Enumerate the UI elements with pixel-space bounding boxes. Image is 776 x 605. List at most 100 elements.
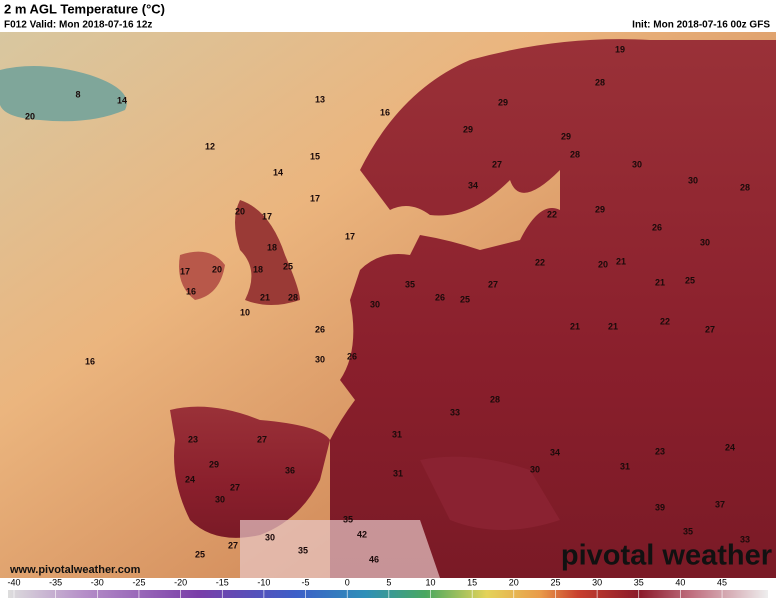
temperature-label: 8 bbox=[75, 89, 80, 99]
temperature-label: 23 bbox=[655, 446, 665, 456]
temperature-label: 33 bbox=[740, 534, 750, 544]
temperature-label: 17 bbox=[180, 266, 190, 276]
temperature-label: 27 bbox=[230, 482, 240, 492]
iberia bbox=[170, 406, 330, 538]
colorbar-tick-label: 45 bbox=[717, 577, 727, 587]
temperature-label: 16 bbox=[380, 107, 390, 117]
med-sea bbox=[420, 456, 560, 530]
temperature-label: 20 bbox=[25, 111, 35, 121]
temperature-label: 12 bbox=[205, 141, 215, 151]
colorbar-tick-label: 0 bbox=[345, 577, 350, 587]
temperature-label: 37 bbox=[715, 499, 725, 509]
temperature-label: 24 bbox=[725, 442, 735, 452]
iceland bbox=[0, 66, 127, 122]
temperature-label: 21 bbox=[260, 292, 270, 302]
temperature-label: 27 bbox=[488, 279, 498, 289]
title: 2 m AGL Temperature (°C) bbox=[4, 1, 165, 16]
temperature-label: 17 bbox=[310, 193, 320, 203]
temperature-label: 23 bbox=[188, 434, 198, 444]
colorbar-tick-label: -5 bbox=[302, 577, 310, 587]
temperature-label: 21 bbox=[570, 321, 580, 331]
temperature-label: 35 bbox=[683, 526, 693, 536]
temperature-label: 34 bbox=[550, 447, 560, 457]
temperature-label: 28 bbox=[490, 394, 500, 404]
temperature-label: 29 bbox=[561, 131, 571, 141]
temperature-label: 19 bbox=[615, 44, 625, 54]
temperature-label: 27 bbox=[492, 159, 502, 169]
temperature-label: 35 bbox=[298, 545, 308, 555]
temperature-label: 30 bbox=[315, 354, 325, 364]
temperature-label: 42 bbox=[357, 529, 367, 539]
temperature-label: 29 bbox=[209, 459, 219, 469]
temperature-label: 30 bbox=[700, 237, 710, 247]
temperature-label: 17 bbox=[262, 211, 272, 221]
colorbar-tick-label: -25 bbox=[132, 577, 145, 587]
temperature-label: 27 bbox=[228, 540, 238, 550]
colorbar-tick-label: 30 bbox=[592, 577, 602, 587]
continent bbox=[330, 39, 776, 578]
temperature-label: 29 bbox=[595, 204, 605, 214]
temperature-label: 30 bbox=[632, 159, 642, 169]
temperature-label: 25 bbox=[283, 261, 293, 271]
colorbar-tick-label: 40 bbox=[675, 577, 685, 587]
temperature-label: 30 bbox=[265, 532, 275, 542]
temperature-label: 16 bbox=[85, 356, 95, 366]
britain bbox=[235, 200, 300, 305]
temperature-label: 15 bbox=[310, 151, 320, 161]
temperature-label: 31 bbox=[620, 461, 630, 471]
temperature-label: 39 bbox=[655, 502, 665, 512]
colorbar-ticks: -40 -35 -30 -25 -20 -15 -10 -5 0 5 10 15 20 25 30 35 40 4… bbox=[7, 577, 727, 598]
valid-time: F012 Valid: Mon 2018-07-16 12z bbox=[4, 20, 152, 31]
temperature-label: 21 bbox=[655, 277, 665, 287]
temperature-label: 25 bbox=[460, 294, 470, 304]
brand: pivotal weather bbox=[561, 540, 772, 572]
colorbar-tick-label: 15 bbox=[467, 577, 477, 587]
temperature-label: 26 bbox=[315, 324, 325, 334]
temperature-label: 27 bbox=[257, 434, 267, 444]
temperature-labels: 20 8 14 13 16 12 15 14 17 17 16 20 17 18 17 20 16 10 18 21 2… bbox=[25, 44, 750, 564]
temperature-label: 20 bbox=[212, 264, 222, 274]
temperature-label: 46 bbox=[369, 554, 379, 564]
temperature-label: 13 bbox=[315, 94, 325, 104]
temperature-label: 36 bbox=[285, 465, 295, 475]
temperature-label: 20 bbox=[235, 206, 245, 216]
temperature-label: 30 bbox=[215, 494, 225, 504]
temperature-label: 18 bbox=[253, 264, 263, 274]
temperature-label: 14 bbox=[273, 167, 283, 177]
temperature-label: 34 bbox=[468, 180, 478, 190]
colorbar-tick-label: -30 bbox=[91, 577, 104, 587]
temperature-label: 22 bbox=[535, 257, 545, 267]
temperature-label: 14 bbox=[117, 95, 127, 105]
colorbar-tick-label: -15 bbox=[216, 577, 229, 587]
temperature-label: 33 bbox=[450, 407, 460, 417]
temperature-label: 31 bbox=[393, 468, 403, 478]
colorbar-tick-label: 20 bbox=[509, 577, 519, 587]
temperature-label: 29 bbox=[498, 97, 508, 107]
temperature-label: 26 bbox=[347, 351, 357, 361]
temperature-label: 30 bbox=[688, 175, 698, 185]
temperature-label: 21 bbox=[608, 321, 618, 331]
colorbar-tick-label: 25 bbox=[550, 577, 560, 587]
temperature-label: 21 bbox=[616, 256, 626, 266]
temperature-label: 30 bbox=[530, 464, 540, 474]
temperature-label: 26 bbox=[652, 222, 662, 232]
temperature-label: 35 bbox=[343, 514, 353, 524]
temperature-label: 17 bbox=[345, 231, 355, 241]
ireland bbox=[179, 251, 225, 300]
temperature-label: 26 bbox=[435, 292, 445, 302]
temperature-label: 18 bbox=[267, 242, 277, 252]
colorbar-tick-label: 35 bbox=[634, 577, 644, 587]
temperature-label: 16 bbox=[186, 286, 196, 296]
temperature-label: 28 bbox=[288, 292, 298, 302]
temperature-label: 28 bbox=[570, 149, 580, 159]
colorbar-tick-label: -20 bbox=[174, 577, 187, 587]
temperature-label: 25 bbox=[685, 275, 695, 285]
temperature-label: 27 bbox=[705, 324, 715, 334]
temperature-label: 22 bbox=[547, 209, 557, 219]
temperature-label: 25 bbox=[195, 549, 205, 559]
colorbar-tick-label: -40 bbox=[7, 577, 20, 587]
temperature-label: 28 bbox=[595, 77, 605, 87]
init-time: Init: Mon 2018-07-16 00z GFS bbox=[632, 20, 770, 31]
colorbar-tick-label: -10 bbox=[257, 577, 270, 587]
